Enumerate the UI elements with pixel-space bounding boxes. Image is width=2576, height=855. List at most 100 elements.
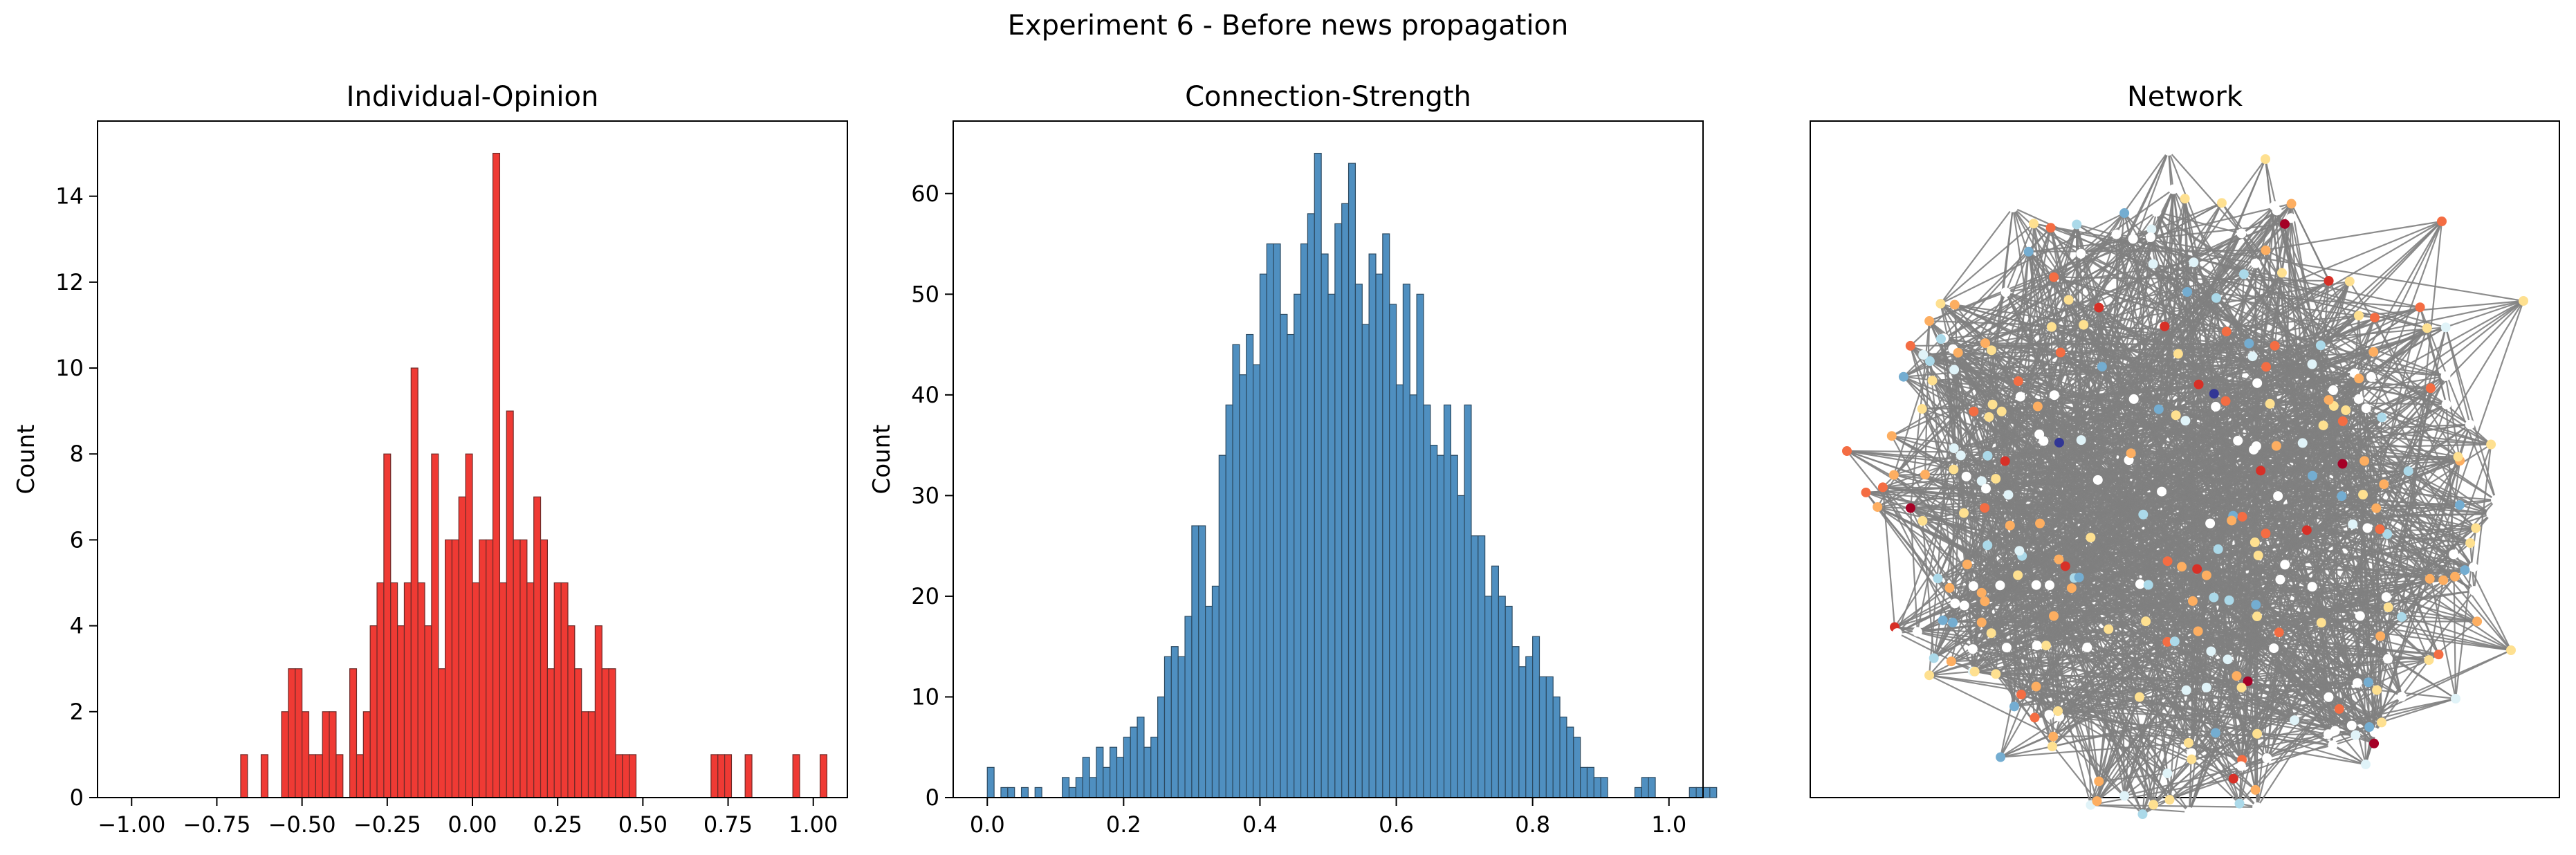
network-edge — [2057, 710, 2382, 724]
network-node — [2128, 394, 2139, 404]
network-node — [2138, 509, 2149, 520]
network-node — [1980, 484, 1991, 494]
histogram-bar — [1191, 525, 1199, 798]
network-edge — [2407, 470, 2476, 529]
network-edge — [1940, 338, 2061, 353]
network-node — [2328, 385, 2338, 396]
network-edge — [2036, 221, 2442, 646]
histogram-bar — [1709, 787, 1718, 798]
y-tick-label: 10 — [55, 355, 84, 381]
network-edge — [2115, 234, 2160, 410]
network-node — [2506, 645, 2516, 655]
network-node — [2469, 586, 2479, 596]
network-edge — [2328, 306, 2421, 698]
network-node — [2285, 213, 2296, 223]
network-node — [1949, 464, 1959, 475]
histogram-bar — [1000, 787, 1009, 798]
network-node — [2053, 706, 2063, 716]
network-edge — [2057, 574, 2207, 712]
network-edge — [1882, 486, 1986, 603]
network-node — [2013, 376, 2023, 387]
network-edge — [1846, 450, 2366, 765]
network-node — [2261, 362, 2272, 372]
network-node — [1982, 450, 1993, 461]
histogram-bar — [1689, 787, 1697, 798]
network-edge — [1966, 150, 2169, 565]
network-node — [1969, 406, 1979, 416]
network-node — [2449, 571, 2460, 582]
histogram-bar — [1273, 243, 1281, 798]
network-edge — [2057, 658, 2389, 712]
network-node — [2032, 641, 2042, 651]
network-node — [2134, 692, 2144, 702]
network-node — [2261, 154, 2270, 164]
network-node — [2353, 394, 2364, 404]
x-tick-label: 0.00 — [448, 811, 497, 838]
histogram-bar — [1062, 777, 1070, 798]
network-edge — [1963, 452, 2132, 607]
network-node — [2157, 486, 2167, 497]
histogram-bar — [587, 711, 596, 798]
network-edge — [2051, 326, 2253, 358]
network-node — [2111, 229, 2122, 239]
network-edge — [2018, 229, 2153, 551]
network-edge — [2086, 647, 2258, 808]
network-node — [2193, 626, 2203, 636]
histogram-bar — [1566, 726, 1574, 798]
network-edge — [1940, 338, 1955, 449]
network-node — [1886, 431, 1897, 441]
network-edge — [2116, 233, 2524, 302]
histogram-bar — [1225, 404, 1233, 798]
network-node — [2460, 565, 2470, 576]
network-node — [2377, 412, 2387, 423]
network-edge — [2014, 300, 2524, 708]
histogram-bar — [240, 754, 248, 798]
histogram-bar — [1402, 284, 1410, 798]
network-node — [2047, 742, 2057, 752]
network-edge — [1972, 648, 2366, 766]
network-edge — [2068, 228, 2152, 301]
histogram-bar — [1103, 766, 1111, 798]
network-node — [2003, 490, 2014, 500]
network-edge — [2153, 758, 2193, 805]
network-edge — [2400, 221, 2443, 618]
network-edge — [2214, 280, 2350, 395]
histogram-bar — [438, 668, 446, 798]
histogram-bar — [574, 668, 582, 798]
histogram-bar — [281, 711, 289, 798]
network-node — [2324, 692, 2334, 702]
network-edge — [2090, 221, 2442, 538]
network-edge — [2278, 632, 2357, 736]
histogram-bar — [302, 711, 310, 798]
network-node — [2173, 349, 2183, 359]
network-edge — [1909, 508, 1918, 632]
network-edge — [2357, 658, 2389, 684]
histogram-bar — [1232, 344, 1240, 798]
network-node — [1982, 540, 1993, 551]
network-node — [2519, 296, 2528, 306]
panel-title: Individual-Opinion — [347, 81, 599, 113]
network-node — [2044, 710, 2054, 720]
network-node — [2252, 802, 2263, 812]
network-node — [2236, 228, 2247, 239]
histogram-bar — [615, 754, 623, 798]
histogram-bar — [1266, 243, 1274, 798]
network-node — [2318, 420, 2328, 430]
network-node — [2028, 219, 2039, 229]
network-node — [2316, 618, 2326, 628]
histogram-bar — [744, 754, 753, 798]
network-edge — [2407, 470, 2457, 699]
network-edge — [2001, 300, 2524, 412]
y-tick-label: 14 — [55, 183, 84, 210]
x-tick-label: 0.25 — [533, 811, 582, 838]
histogram-bar — [1116, 757, 1124, 798]
y-axis-label: Count — [12, 425, 40, 495]
network-edge — [1933, 253, 2082, 659]
network-node — [1861, 487, 1871, 497]
network-node — [2486, 439, 2496, 450]
x-tick-label: −1.00 — [98, 811, 165, 838]
network-edge — [1987, 527, 2476, 546]
network-node — [1995, 580, 2005, 591]
network-node — [2049, 390, 2059, 401]
histogram-bar — [1211, 585, 1220, 798]
